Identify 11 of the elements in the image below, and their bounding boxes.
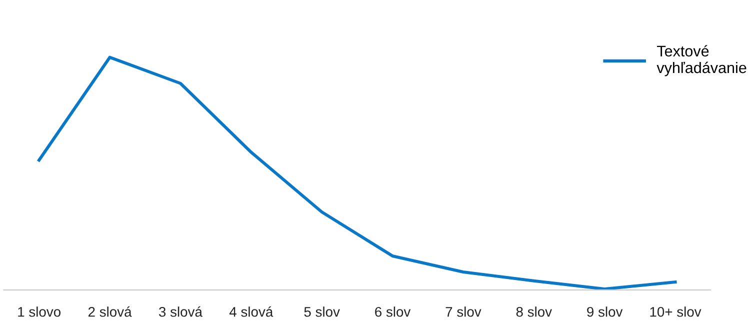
x-tick-label: 8 slov — [516, 306, 552, 317]
x-tick-label: 5 slov — [304, 306, 340, 317]
x-tick-label: 4 slová — [229, 306, 274, 317]
x-tick-label: 10+ slov — [650, 306, 702, 317]
x-tick-label: 1 slovo — [18, 306, 61, 317]
x-tick-label: 9 slov — [587, 306, 623, 317]
legend-label: Textové vyhľadávanie — [656, 45, 746, 76]
x-tick-label: 7 slov — [446, 306, 482, 317]
x-tick-label: 3 slová — [158, 306, 202, 317]
x-tick-label: 6 slov — [375, 306, 411, 317]
x-tick-label: 2 slová — [88, 306, 132, 317]
